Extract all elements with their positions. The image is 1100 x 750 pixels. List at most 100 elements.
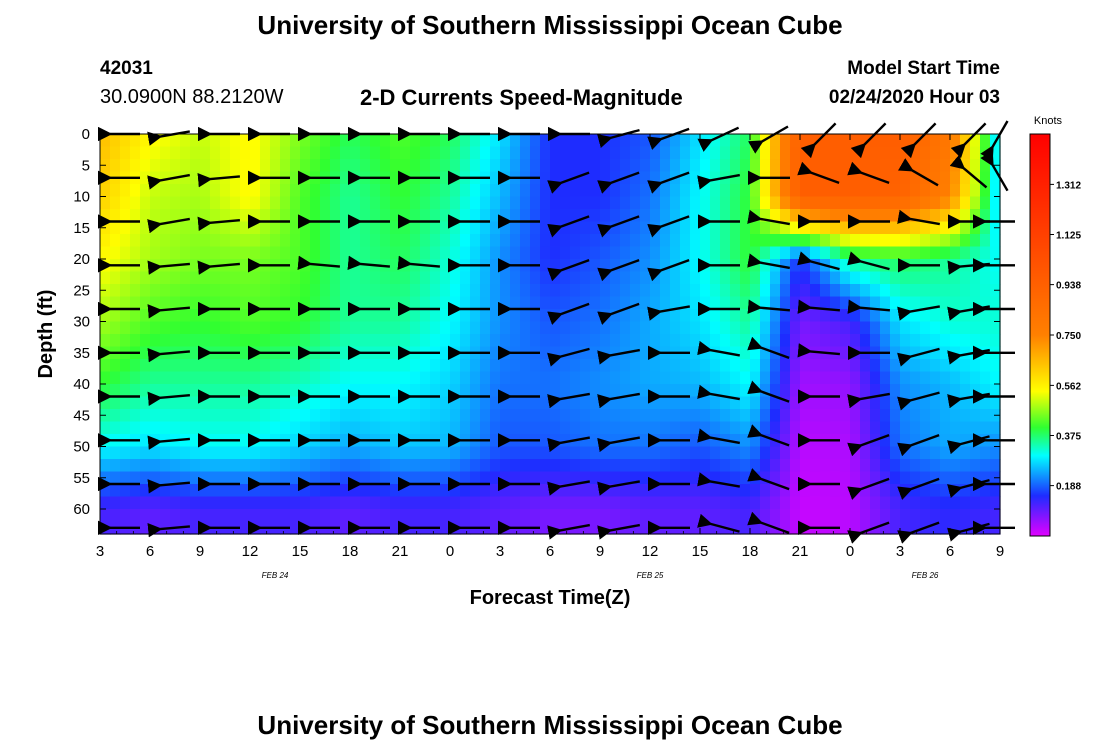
- heatmap-cell: [640, 234, 651, 248]
- heatmap-cell: [440, 371, 451, 385]
- heatmap-cell: [680, 371, 691, 385]
- heatmap-cell: [330, 159, 341, 173]
- heatmap-cell: [350, 446, 361, 460]
- current-arrow: [597, 302, 640, 325]
- heatmap-cell: [770, 284, 781, 298]
- x-axis-label: Forecast Time(Z): [470, 587, 631, 609]
- heatmap-cell: [750, 321, 761, 335]
- heatmap-cell: [150, 309, 161, 323]
- heatmap-cell: [990, 209, 1001, 223]
- heatmap-cell: [820, 146, 831, 160]
- heatmap-cell: [490, 421, 501, 435]
- heatmap-cell: [190, 496, 201, 510]
- heatmap-cell: [790, 334, 801, 348]
- heatmap-cell: [920, 234, 931, 248]
- heatmap-cell: [550, 246, 561, 260]
- heatmap-cell: [350, 521, 361, 535]
- heatmap-cell: [920, 321, 931, 335]
- heatmap-cell: [100, 396, 111, 410]
- heatmap-cell: [150, 396, 161, 410]
- heatmap-cell: [850, 284, 861, 298]
- heatmap-cell: [470, 496, 481, 510]
- heatmap-cell: [320, 146, 331, 160]
- heatmap-cell: [950, 484, 961, 498]
- heatmap-cell: [350, 384, 361, 398]
- heatmap-cell: [380, 271, 391, 285]
- heatmap-cell: [450, 171, 461, 185]
- heatmap-cell: [750, 509, 761, 523]
- heatmap-cell: [180, 346, 191, 360]
- heatmap-cell: [710, 446, 721, 460]
- heatmap-cell: [760, 246, 771, 260]
- heatmap-cell: [550, 321, 561, 335]
- heatmap-cell: [660, 384, 671, 398]
- heatmap-cell: [530, 309, 541, 323]
- heatmap-cell: [750, 134, 761, 148]
- heatmap-cell: [580, 496, 591, 510]
- heatmap-cell: [800, 346, 811, 360]
- heatmap-cell: [540, 146, 551, 160]
- colorbar-unit: Knots: [1034, 115, 1063, 127]
- heatmap-cell: [960, 521, 971, 535]
- heatmap-cell: [280, 334, 291, 348]
- heatmap-cell: [340, 446, 351, 460]
- heatmap-cell: [930, 334, 941, 348]
- heatmap-cell: [600, 359, 611, 373]
- heatmap-cell: [120, 384, 131, 398]
- heatmap-cell: [790, 396, 801, 410]
- heatmap-cell: [210, 284, 221, 298]
- heatmap-cell: [400, 134, 411, 148]
- heatmap-cell: [790, 184, 801, 198]
- current-arrow: [847, 299, 891, 314]
- heatmap-cell: [330, 309, 341, 323]
- current-arrow: [147, 391, 191, 407]
- heatmap-cell: [590, 409, 601, 423]
- heatmap-cell: [590, 209, 601, 223]
- heatmap-cell: [320, 246, 331, 260]
- heatmap-cell: [980, 334, 991, 348]
- heatmap-cell: [360, 396, 371, 410]
- heatmap-cell: [110, 371, 121, 385]
- heatmap-cell: [130, 134, 141, 148]
- heatmap-cell: [850, 421, 861, 435]
- heatmap-cell: [810, 271, 821, 285]
- heatmap-cell: [890, 484, 901, 498]
- heatmap-cell: [290, 334, 301, 348]
- heatmap-cell: [200, 334, 211, 348]
- heatmap-cell: [120, 421, 131, 435]
- heatmap-cell: [200, 234, 211, 248]
- heatmap-cell: [110, 471, 121, 485]
- heatmap-cell: [170, 371, 181, 385]
- heatmap-cell: [320, 309, 331, 323]
- heatmap-cell: [580, 521, 591, 535]
- heatmap-cell: [550, 484, 561, 498]
- heatmap-cell: [200, 484, 211, 498]
- heatmap-cell: [830, 384, 841, 398]
- heatmap-cell: [830, 171, 841, 185]
- heatmap-cell: [730, 134, 741, 148]
- heatmap-cell: [400, 434, 411, 448]
- current-arrow: [597, 436, 641, 453]
- heatmap-cell: [430, 271, 441, 285]
- heatmap-cell: [970, 246, 981, 260]
- heatmap-cell: [710, 346, 721, 360]
- heatmap-cell: [170, 296, 181, 310]
- heatmap-cell: [780, 271, 791, 285]
- heatmap-cell: [120, 309, 131, 323]
- heatmap-cell: [940, 471, 951, 485]
- heatmap-cell: [760, 509, 771, 523]
- heatmap-cell: [710, 459, 721, 473]
- heatmap-cell: [250, 271, 261, 285]
- heatmap-cell: [130, 484, 141, 498]
- heatmap-cell: [760, 421, 771, 435]
- heatmap-cell: [360, 421, 371, 435]
- heatmap-cell: [160, 296, 171, 310]
- heatmap-cell: [310, 446, 321, 460]
- heatmap-cell: [810, 184, 821, 198]
- heatmap-cell: [740, 134, 751, 148]
- heatmap-cell: [820, 234, 831, 248]
- heatmap-cell: [240, 196, 251, 210]
- heatmap-cell: [180, 196, 191, 210]
- heatmap-cell: [370, 334, 381, 348]
- heatmap-cell: [380, 134, 391, 148]
